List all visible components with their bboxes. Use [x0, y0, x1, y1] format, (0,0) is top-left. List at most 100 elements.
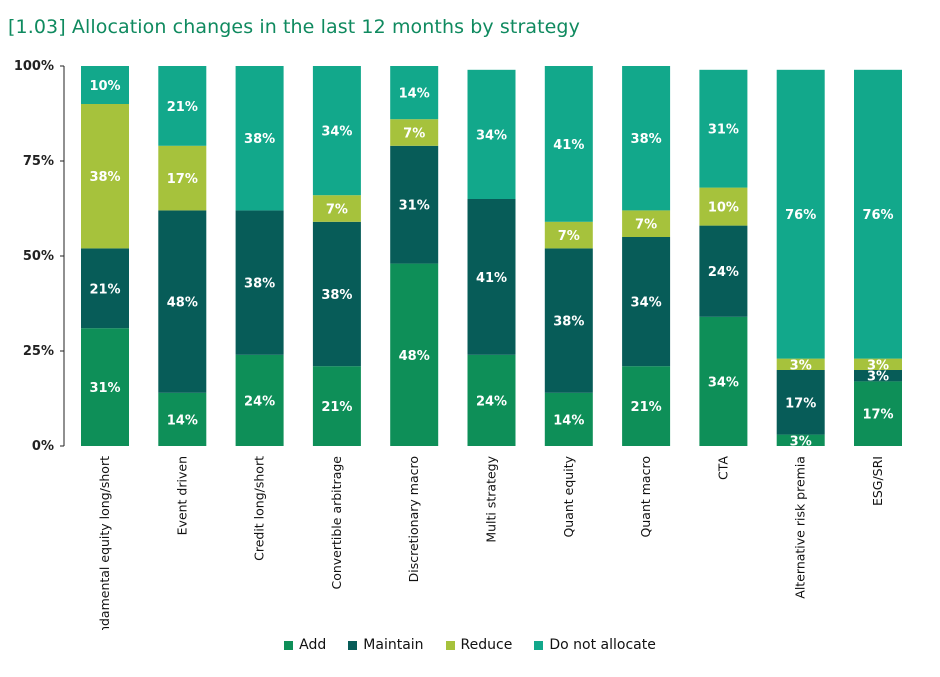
bar-segment-add — [467, 354, 516, 446]
data-label-maintain: 38% — [321, 288, 352, 303]
data-label-reduce: 17% — [167, 172, 198, 187]
x-tick-label: CTA — [715, 456, 730, 480]
data-label-do-not-allocate: 21% — [167, 100, 198, 115]
bar-segment-maintain — [235, 210, 284, 355]
data-label-do-not-allocate: 34% — [476, 128, 507, 143]
bar-segment-add — [699, 316, 748, 446]
chart-title: [1.03] Allocation changes in the last 12… — [8, 16, 580, 38]
bar-segment-add — [854, 381, 902, 446]
data-label-add: 21% — [321, 400, 352, 415]
legend-swatch-reduce — [445, 640, 455, 650]
data-label-reduce: 3% — [790, 358, 812, 373]
legend-swatch-maintain — [348, 640, 358, 650]
data-label-add: 14% — [167, 413, 198, 428]
data-label-maintain: 38% — [244, 277, 275, 292]
data-label-do-not-allocate: 10% — [89, 79, 120, 94]
data-label-reduce: 38% — [89, 170, 120, 185]
legend-item-reduce: Reduce — [445, 637, 513, 653]
data-label-add: 34% — [708, 375, 739, 390]
bar-segment-do-not-allocate — [235, 66, 284, 211]
bar-segment-reduce — [390, 119, 439, 146]
x-tick-label: ESG/SRI — [870, 456, 885, 506]
legend-swatch-add — [284, 640, 294, 650]
data-label-do-not-allocate: 76% — [862, 208, 893, 223]
legend-label-add: Add — [299, 637, 327, 653]
bar-segment-do-not-allocate — [622, 66, 671, 211]
bar-segment-do-not-allocate — [312, 66, 361, 196]
data-label-do-not-allocate: 38% — [631, 132, 662, 147]
bar-segment-maintain — [158, 210, 207, 393]
data-label-reduce: 10% — [708, 201, 739, 216]
x-tick-label: Credit long/short — [252, 456, 267, 561]
bar-segment-add — [544, 392, 593, 446]
bar-segment-do-not-allocate — [158, 66, 207, 146]
bar-segment-add — [312, 366, 361, 446]
x-tick-label: Multi strategy — [484, 455, 499, 542]
data-label-do-not-allocate: 76% — [785, 208, 816, 223]
data-label-maintain: 17% — [785, 396, 816, 411]
data-label-do-not-allocate: 38% — [244, 132, 275, 147]
bar-segment-maintain — [467, 199, 516, 355]
legend: Add Maintain Reduce Do not allocate — [0, 637, 940, 653]
bar-segment-do-not-allocate — [467, 69, 516, 199]
legend-item-maintain: Maintain — [348, 637, 424, 653]
x-tick-label: Alternative risk premia — [793, 456, 808, 599]
bar-segment-do-not-allocate — [699, 69, 748, 188]
y-tick-label: 100% — [14, 59, 54, 74]
x-tick-label: Event driven — [174, 456, 189, 535]
stacked-bar-chart: 0% 25% 50% 75% 100% 31% 21% 38% 10% Fundamental e… — [14, 59, 902, 630]
data-label-add: 24% — [476, 394, 507, 409]
legend-label-reduce: Reduce — [460, 637, 513, 653]
data-label-add: 21% — [631, 400, 662, 415]
y-tick-label: 0% — [32, 439, 54, 454]
y-tick-label: 75% — [23, 154, 54, 169]
data-label-maintain: 48% — [167, 296, 198, 311]
x-tick-label: Discretionary macro — [406, 456, 421, 582]
data-label-add: 24% — [244, 394, 275, 409]
x-tick-label: Quant macro — [638, 456, 653, 537]
bar-segment-add — [81, 328, 129, 446]
legend-item-do-not-allocate: Do not allocate — [534, 637, 656, 653]
data-label-reduce: 7% — [635, 218, 657, 233]
x-tick-label: Fundamental equity long/short — [97, 456, 112, 630]
bar-segment-do-not-allocate — [81, 66, 129, 104]
data-label-maintain: 34% — [631, 296, 662, 311]
data-label-maintain: 38% — [553, 315, 584, 330]
bar-segment-maintain — [312, 221, 361, 367]
bar-segment-reduce — [622, 210, 671, 237]
data-label-maintain: 31% — [399, 199, 430, 214]
data-label-maintain: 3% — [867, 370, 889, 385]
bar-segment-add — [622, 366, 671, 446]
legend-swatch-do-not-allocate — [534, 640, 544, 650]
bar-segment-add — [158, 392, 207, 446]
data-label-do-not-allocate: 34% — [321, 125, 352, 140]
legend-item-add: Add — [284, 637, 326, 653]
bar-segment-maintain — [390, 145, 439, 264]
bar-segment-maintain — [699, 225, 748, 317]
data-label-reduce: 7% — [403, 127, 425, 142]
data-label-reduce: 7% — [558, 229, 580, 244]
data-label-add: 17% — [862, 408, 893, 423]
bar-segment-do-not-allocate — [390, 66, 439, 120]
data-label-maintain: 41% — [476, 271, 507, 286]
bar-segment-maintain — [81, 248, 129, 329]
y-tick-label: 50% — [23, 249, 54, 264]
bar-segment-reduce — [544, 221, 593, 249]
bar-segment-maintain — [544, 248, 593, 393]
bar-segment-reduce — [312, 195, 361, 222]
y-tick-label: 25% — [23, 344, 54, 359]
x-tick-label: Convertible arbitrage — [329, 456, 344, 590]
legend-label-do-not-allocate: Do not allocate — [549, 637, 656, 653]
bar-segment-add — [390, 263, 439, 446]
bar-segment-reduce — [158, 145, 207, 211]
legend-label-maintain: Maintain — [363, 637, 424, 653]
bar-segment-do-not-allocate — [544, 66, 593, 222]
bar-segment-maintain — [776, 370, 825, 435]
data-label-maintain: 21% — [89, 282, 120, 297]
bar-segment-reduce — [854, 358, 902, 370]
data-label-reduce: 3% — [867, 358, 889, 373]
bar-segment-reduce — [699, 187, 748, 226]
data-label-do-not-allocate: 41% — [553, 138, 584, 153]
data-label-add: 14% — [553, 413, 584, 428]
bar-segment-do-not-allocate — [776, 69, 825, 359]
